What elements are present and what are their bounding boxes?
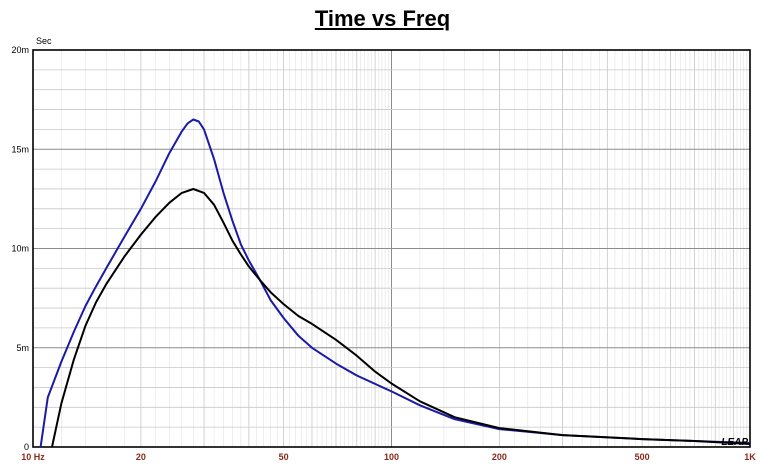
x-tick-label: 1K — [744, 452, 756, 462]
y-tick-label: 10m — [11, 244, 29, 254]
y-tick-label: 5m — [16, 343, 29, 353]
y-unit-label: Sec — [36, 36, 52, 46]
plot-frame — [32, 49, 751, 448]
x-tick-label: 500 — [635, 452, 650, 462]
x-tick-label: 200 — [492, 452, 507, 462]
watermark-logo: LEAP — [721, 437, 748, 448]
x-tick-label: 50 — [279, 452, 289, 462]
y-tick-label: 0 — [24, 442, 29, 452]
y-tick-label: 20m — [11, 45, 29, 55]
x-tick-label: 100 — [384, 452, 399, 462]
series-line-2 — [51, 188, 751, 448]
x-tick-label: 20 — [136, 452, 146, 462]
chart-title: Time vs Freq — [314, 6, 451, 31]
series-line-1 — [39, 118, 751, 448]
x-tick-label: 10 Hz — [21, 452, 45, 462]
y-tick-label: 15m — [11, 144, 29, 154]
